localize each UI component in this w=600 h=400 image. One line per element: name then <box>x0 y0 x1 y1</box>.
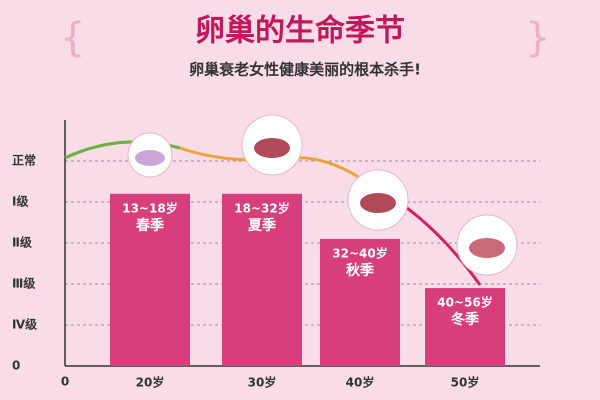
x-tick-label: 20岁 <box>136 375 165 390</box>
brace-left: { <box>60 15 85 61</box>
x-origin-label: 0 <box>61 375 69 389</box>
x-tick-label: 50岁 <box>451 375 480 390</box>
bar <box>110 193 190 366</box>
season-label: 夏季 <box>248 217 276 234</box>
season-label: 冬季 <box>451 311 479 328</box>
bar-label: 13~18岁 <box>122 200 177 215</box>
x-tick-label: 40岁 <box>346 375 375 390</box>
bar <box>222 193 302 366</box>
ovary-icon <box>360 193 396 213</box>
y-tick-label: 正常 <box>12 153 36 168</box>
y-tick-label: Ⅲ级 <box>12 276 35 291</box>
season-label: 春季 <box>135 217 164 234</box>
bar-label: 40~56岁 <box>437 295 492 310</box>
bar <box>425 288 505 366</box>
season-label: 秋季 <box>346 262 374 279</box>
x-tick-label: 30岁 <box>248 375 277 390</box>
y-tick-label: Ⅱ级 <box>12 235 32 250</box>
y-tick-label: Ⅰ级 <box>12 194 28 209</box>
bar <box>320 238 400 366</box>
bar-label: 32~40岁 <box>332 245 387 260</box>
ovary-icon <box>135 150 165 166</box>
brace-right: } <box>525 15 550 61</box>
y-tick-label: 0 <box>12 359 20 373</box>
y-tick-label: Ⅳ级 <box>12 317 37 332</box>
chart-subtitle: 卵巢衰老女性健康美丽的根本杀手! <box>189 61 421 79</box>
ovary-icon <box>469 238 505 258</box>
chart-title: 卵巢的生命季节 <box>195 14 405 49</box>
ovary-icon <box>254 138 290 158</box>
bar-label: 18~32岁 <box>234 200 289 215</box>
